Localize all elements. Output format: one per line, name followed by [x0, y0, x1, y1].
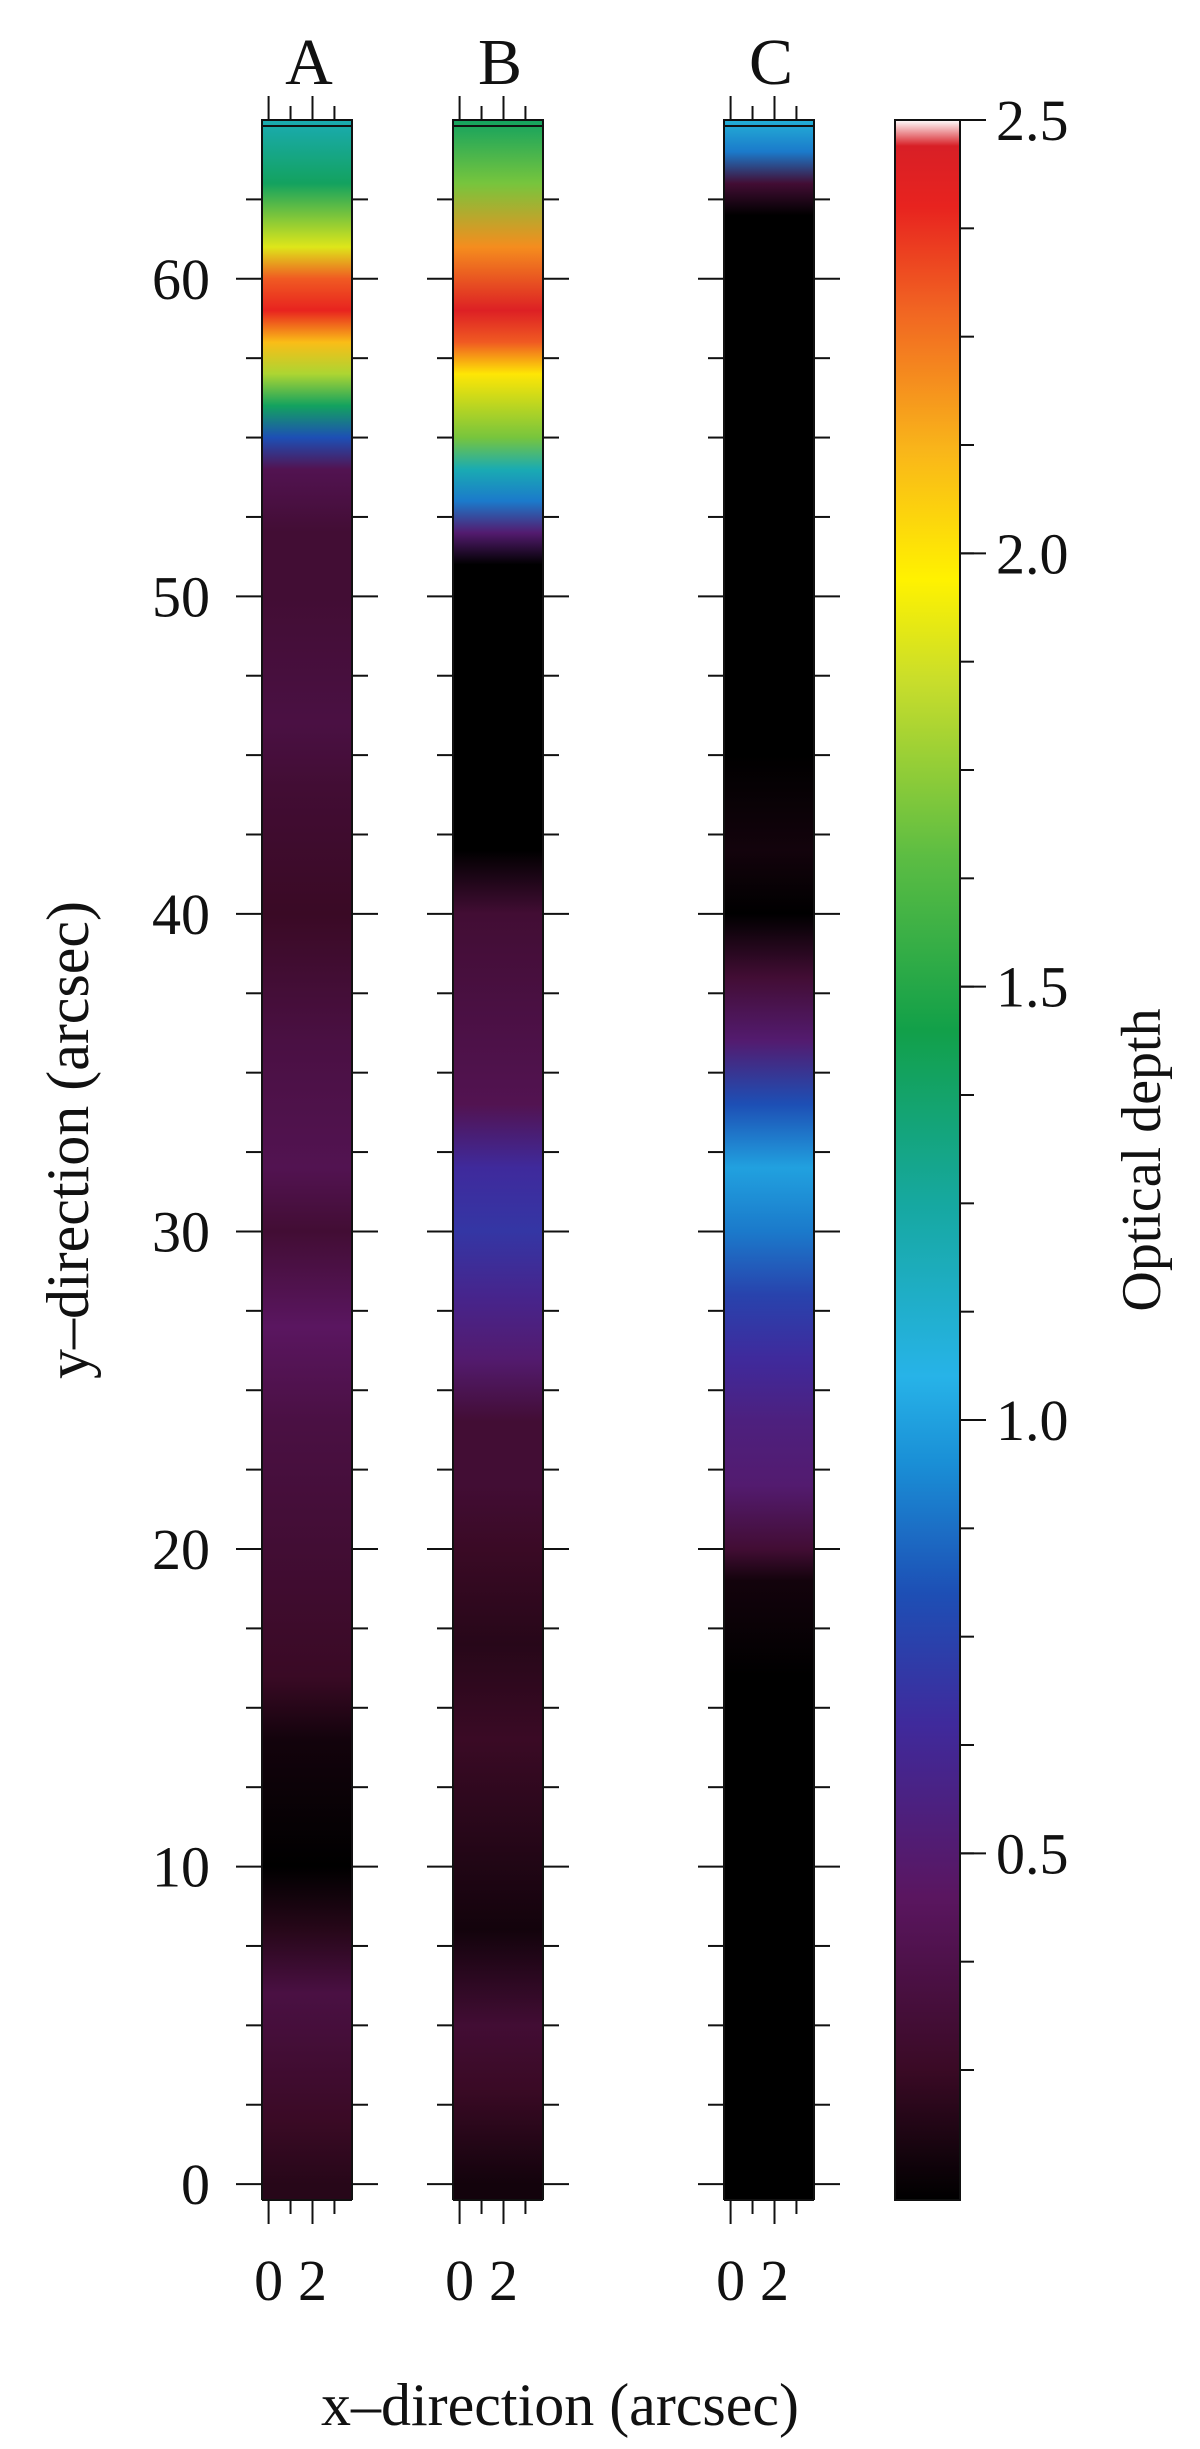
panel-label: B: [478, 26, 522, 99]
heatmap-panels: A B C: [261, 26, 815, 2200]
x-tick-label: 0: [445, 2248, 474, 2313]
colorbar: 0.5 1.0 1.5 2.0 2.5: [894, 88, 1069, 2201]
y-axis-title: y–direction (arcsec): [35, 901, 101, 1379]
colorbar-tick-label: 1.0: [996, 1388, 1069, 1453]
y-tick-label: 20: [152, 1517, 210, 1582]
colorbar-tick-label: 2.0: [996, 521, 1069, 586]
colorbar-tick-label: 0.5: [996, 1821, 1069, 1886]
x-tick-label: 0: [254, 2248, 283, 2313]
y-tick-label: 30: [152, 1199, 210, 1264]
panel-a: A: [261, 26, 353, 2200]
colorbar-tick-label: 1.5: [996, 955, 1069, 1020]
y-tick-label: 10: [152, 1835, 210, 1900]
colorbar-title: Optical depth: [1111, 1008, 1173, 1311]
panel-b: B: [452, 26, 544, 2200]
x-tick-label: 2: [489, 2248, 518, 2313]
x-tick-label: 2: [760, 2248, 789, 2313]
y-tick-label: 50: [152, 564, 210, 629]
x-tick-label: 2: [298, 2248, 327, 2313]
panel-b-image: [453, 120, 543, 2200]
x-tick-label: 0: [716, 2248, 745, 2313]
colorbar-gradient: [894, 119, 961, 2201]
panel-label: A: [285, 26, 333, 99]
colorbar-tick-label: 2.5: [996, 88, 1069, 153]
y-tick-label: 0: [181, 2152, 210, 2217]
panel-c-image: [724, 120, 814, 2200]
y-tick-label: 60: [152, 247, 210, 312]
panel-c: C: [723, 26, 815, 2200]
panel-label: C: [749, 26, 793, 99]
y-tick-label: 40: [152, 882, 210, 947]
panel-a-image: [262, 120, 352, 2200]
x-axis-title: x–direction (arcsec): [321, 2372, 799, 2438]
